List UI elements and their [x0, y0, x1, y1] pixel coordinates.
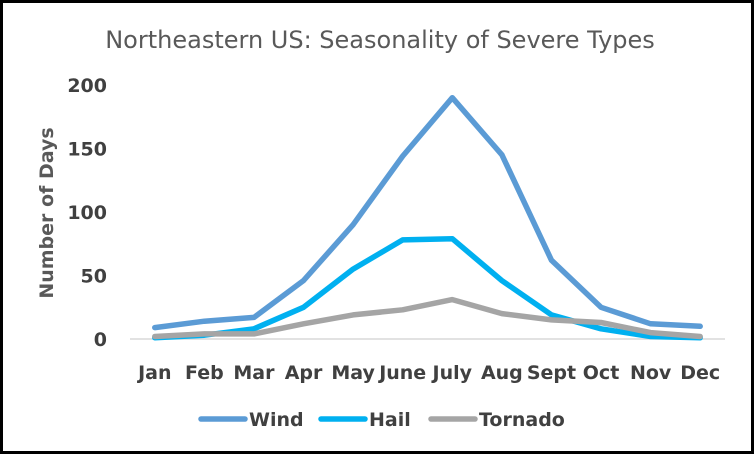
x-tick-label: Jan	[136, 362, 171, 384]
x-tick-label: June	[377, 362, 426, 384]
x-tick-label: Oct	[583, 362, 620, 384]
y-tick-label: 200	[67, 75, 107, 97]
x-tick-label: Dec	[680, 362, 720, 384]
x-tick-label: Feb	[185, 362, 224, 384]
series-line-tornado	[152, 296, 703, 340]
series-line-hail	[152, 235, 703, 341]
y-tick-label: 50	[81, 266, 107, 288]
series-lines	[152, 94, 703, 341]
x-tick-label: Apr	[285, 362, 323, 384]
y-tick-labels: 0 50 100 150 200	[67, 75, 107, 351]
legend-label-wind: Wind	[249, 409, 304, 431]
legend: Wind Hail Tornado	[198, 409, 565, 431]
y-tick-label: 0	[94, 329, 107, 351]
x-tick-labels: Jan Feb Mar Apr May June July Aug Sept Oct Nov Dec	[136, 362, 720, 384]
legend-label-tornado: Tornado	[479, 409, 565, 431]
y-axis-label: Number of Days	[36, 127, 58, 298]
y-tick-label: 100	[67, 202, 107, 224]
x-tick-label: Aug	[481, 362, 523, 384]
y-tick-label: 150	[67, 139, 107, 161]
line-chart: Northeastern US: Seasonality of Severe T…	[36, 26, 725, 431]
x-tick-label: Nov	[630, 362, 672, 384]
chart-title: Northeastern US: Seasonality of Severe T…	[105, 26, 655, 54]
x-tick-label: Mar	[233, 362, 275, 384]
series-line-wind	[152, 94, 703, 331]
x-tick-label: Sept	[527, 362, 576, 384]
x-tick-label: July	[431, 362, 473, 384]
x-tick-label: May	[331, 362, 375, 384]
legend-label-hail: Hail	[369, 409, 411, 431]
